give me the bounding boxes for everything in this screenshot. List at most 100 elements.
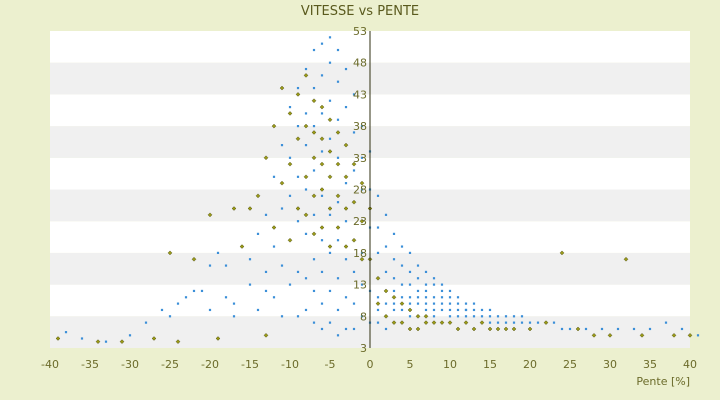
data-point-series-1 bbox=[376, 321, 380, 324]
y-tick-label: 28 bbox=[353, 184, 367, 197]
data-point-series-1 bbox=[424, 270, 428, 274]
data-point-series-1 bbox=[336, 156, 340, 159]
data-point-series-1 bbox=[648, 327, 652, 331]
data-point-series-1 bbox=[520, 315, 524, 318]
data-point-series-2 bbox=[303, 212, 309, 218]
data-point-series-1 bbox=[432, 302, 436, 305]
data-point-series-2 bbox=[623, 256, 629, 262]
data-point-series-1 bbox=[400, 245, 404, 248]
x-tick-label: -20 bbox=[201, 358, 219, 371]
data-point-series-1 bbox=[200, 289, 204, 293]
data-point-series-1 bbox=[392, 302, 396, 305]
data-point-series-1 bbox=[320, 270, 324, 274]
data-point-series-1 bbox=[232, 302, 236, 305]
data-point-series-1 bbox=[520, 321, 524, 324]
data-point-series-2 bbox=[487, 326, 493, 332]
data-point-series-2 bbox=[391, 320, 397, 325]
data-point-series-2 bbox=[215, 336, 221, 341]
data-point-series-1 bbox=[312, 289, 316, 293]
data-point-series-1 bbox=[328, 99, 332, 102]
data-point-series-2 bbox=[399, 301, 405, 306]
data-point-series-1 bbox=[328, 321, 332, 324]
data-point-series-1 bbox=[208, 264, 212, 267]
data-point-series-1 bbox=[128, 334, 132, 337]
data-point-series-2 bbox=[279, 180, 285, 186]
data-point-series-1 bbox=[320, 112, 324, 115]
data-point-series-1 bbox=[432, 315, 436, 318]
data-point-series-1 bbox=[232, 315, 236, 318]
data-point-series-1 bbox=[80, 337, 84, 340]
data-point-series-1 bbox=[360, 188, 364, 191]
y-tick-label: 48 bbox=[353, 57, 367, 70]
data-point-series-1 bbox=[296, 220, 300, 223]
data-point-series-2 bbox=[263, 155, 269, 161]
data-point-series-2 bbox=[399, 320, 405, 325]
data-point-series-1 bbox=[512, 321, 516, 324]
data-point-series-1 bbox=[464, 302, 468, 305]
data-point-series-1 bbox=[320, 194, 324, 197]
data-point-series-1 bbox=[288, 194, 292, 197]
x-tick-labels: -40 -35 -30 -25 -20 -15 -10 -5 0 5 10 15 20 25 30 35 40 bbox=[41, 358, 697, 371]
data-point-series-1 bbox=[304, 144, 308, 147]
data-point-series-1 bbox=[192, 289, 196, 293]
data-point-series-2 bbox=[687, 333, 693, 338]
data-point-series-1 bbox=[264, 213, 268, 216]
data-point-series-1 bbox=[488, 321, 492, 324]
data-point-series-1 bbox=[336, 239, 340, 242]
data-point-series-2 bbox=[415, 314, 421, 319]
y-tick-label: 33 bbox=[353, 152, 367, 165]
data-point-series-1 bbox=[304, 308, 308, 312]
data-point-series-2 bbox=[327, 206, 333, 211]
data-point-series-1 bbox=[328, 36, 332, 39]
data-point-series-1 bbox=[312, 169, 316, 172]
data-point-series-1 bbox=[536, 321, 540, 324]
data-point-series-2 bbox=[311, 155, 317, 161]
data-point-series-2 bbox=[239, 244, 245, 249]
data-point-series-1 bbox=[560, 327, 564, 331]
data-point-series-1 bbox=[144, 321, 148, 324]
data-point-series-1 bbox=[432, 283, 436, 286]
data-point-series-1 bbox=[552, 321, 556, 324]
data-point-series-2 bbox=[55, 336, 61, 341]
data-point-series-2 bbox=[343, 206, 349, 211]
data-point-series-2 bbox=[639, 333, 645, 338]
data-point-series-1 bbox=[424, 283, 428, 286]
data-point-series-1 bbox=[320, 239, 324, 242]
data-point-series-1 bbox=[336, 334, 340, 337]
data-point-series-2 bbox=[303, 123, 309, 129]
data-point-series-1 bbox=[504, 321, 508, 324]
data-point-series-1 bbox=[304, 232, 308, 235]
data-point-series-1 bbox=[480, 308, 484, 312]
data-point-series-2 bbox=[391, 294, 397, 300]
data-point-series-2 bbox=[191, 256, 197, 262]
y-tick-label: 38 bbox=[353, 120, 367, 133]
data-point-series-1 bbox=[184, 296, 188, 299]
data-point-series-1 bbox=[296, 175, 300, 178]
data-point-series-2 bbox=[375, 301, 381, 306]
data-point-series-1 bbox=[344, 258, 348, 261]
data-point-series-1 bbox=[352, 302, 356, 305]
data-point-series-1 bbox=[400, 283, 404, 286]
data-point-series-2 bbox=[295, 136, 301, 142]
data-point-series-2 bbox=[343, 174, 349, 180]
data-point-series-2 bbox=[335, 225, 341, 230]
data-point-series-1 bbox=[296, 125, 300, 128]
data-point-series-1 bbox=[160, 308, 164, 312]
data-point-series-2 bbox=[327, 117, 333, 123]
data-point-series-1 bbox=[344, 182, 348, 185]
data-point-series-1 bbox=[456, 308, 460, 312]
data-point-series-2 bbox=[295, 206, 301, 211]
x-tick-label: -10 bbox=[281, 358, 299, 371]
data-point-series-1 bbox=[456, 302, 460, 305]
data-point-series-1 bbox=[424, 308, 428, 312]
data-point-series-1 bbox=[352, 169, 356, 172]
data-point-series-2 bbox=[415, 326, 421, 332]
data-point-series-2 bbox=[335, 161, 341, 167]
data-point-series-1 bbox=[440, 283, 444, 286]
data-point-series-1 bbox=[392, 258, 396, 261]
data-point-series-1 bbox=[568, 327, 572, 331]
data-point-series-1 bbox=[416, 264, 420, 267]
data-point-series-1 bbox=[440, 289, 444, 293]
data-point-series-1 bbox=[272, 296, 276, 299]
